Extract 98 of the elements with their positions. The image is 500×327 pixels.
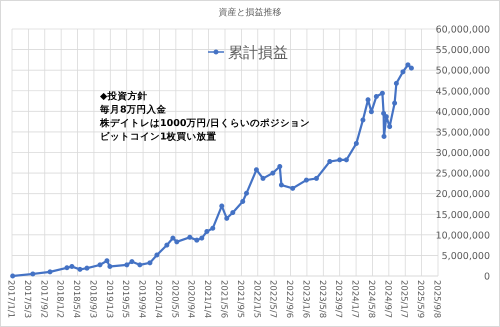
- point: [405, 62, 410, 68]
- point: [408, 66, 414, 71]
- x-tick-label: 2018/1/2: [54, 280, 65, 318]
- point: [277, 164, 282, 169]
- legend-label: 累計損益: [228, 44, 288, 62]
- x-tick-label: 2021/1/4: [202, 280, 212, 318]
- x-tick-label: 2023/1/6: [300, 280, 310, 318]
- point: [244, 190, 249, 196]
- chart-title: 資産と損益推移: [218, 7, 282, 18]
- annotation: 株デイトレは1000万円/日くらいのポジション: [99, 117, 310, 129]
- y-tick-label: 40,000,000: [436, 106, 490, 118]
- point: [164, 242, 170, 248]
- x-tick-label: 2025/1/7: [398, 280, 409, 318]
- x-tick-label: 2019/5/5: [120, 280, 130, 318]
- x-tick-label: 2017/9/2: [38, 280, 48, 318]
- x-tick-label: 2023/9/7: [333, 280, 344, 318]
- annotation: ビットコイン1枚買い放置: [100, 130, 217, 142]
- point: [210, 226, 216, 231]
- annotation: ◆投資方針: [100, 90, 148, 102]
- point: [84, 266, 90, 271]
- point: [224, 216, 230, 221]
- point: [290, 186, 296, 191]
- x-tick-label: 2020/9/4: [186, 280, 196, 318]
- point: [278, 182, 284, 188]
- point: [230, 210, 236, 216]
- y-tick-label: 30,000,000: [436, 148, 490, 159]
- x-tick-label: 2024/1/7: [350, 280, 360, 318]
- point: [270, 170, 276, 176]
- y-tick-label: 0: [484, 272, 490, 282]
- point: [174, 239, 180, 244]
- point: [240, 198, 246, 204]
- point: [394, 80, 399, 86]
- point: [154, 252, 160, 258]
- point: [254, 167, 259, 172]
- y-tick-label: 25,000,000: [436, 168, 490, 180]
- y-tick-label: 5,000,000: [442, 250, 490, 262]
- point: [344, 157, 349, 162]
- point: [30, 271, 36, 276]
- y-tick-label: 55,000,000: [436, 45, 490, 56]
- annotation: 毎月8万円入金: [99, 104, 168, 116]
- point: [381, 110, 386, 116]
- point: [366, 97, 371, 102]
- point: [400, 69, 406, 74]
- y-tick-label: 15,000,000: [436, 210, 490, 221]
- y-tick-label: 60,000,000: [436, 24, 490, 36]
- point: [187, 234, 192, 240]
- point: [104, 258, 110, 264]
- point: [380, 90, 385, 96]
- x-tick-label: 2022/5/7: [268, 280, 278, 318]
- point: [304, 178, 309, 183]
- x-tick-label: 2020/5/5: [169, 280, 180, 318]
- y-tick-label: 35,000,000: [436, 127, 490, 138]
- x-tick-label: 2018/5/4: [71, 280, 82, 318]
- point: [69, 264, 74, 270]
- x-tick-label: 2018/9/3: [87, 280, 98, 318]
- x-tick-label: 2024/5/8: [366, 280, 376, 318]
- point: [327, 159, 332, 164]
- point: [147, 260, 152, 266]
- x-tick-label: 2021/9/5: [234, 280, 245, 318]
- x-tick-label: 2023/5/8: [316, 280, 327, 318]
- point: [314, 176, 319, 181]
- x-tick-label: 2022/1/5: [251, 280, 262, 318]
- x-tick-label: 2020/1/4: [152, 280, 163, 318]
- x-tick-label: 2019/9/4: [136, 280, 147, 318]
- point: [368, 109, 374, 114]
- x-tick-label: 2017/5/3: [22, 280, 32, 318]
- point: [194, 238, 200, 243]
- point: [124, 262, 130, 268]
- point: [48, 269, 53, 274]
- point: [64, 265, 70, 270]
- x-tick-label: 2017/1/1: [6, 280, 16, 318]
- y-tick-label: 20,000,000: [436, 189, 490, 200]
- point: [387, 124, 392, 130]
- x-tick-label: 2019/1/3: [104, 280, 114, 318]
- x-tick-label: 2021/5/6: [218, 280, 228, 318]
- point: [137, 262, 142, 268]
- y-tick-label: 50,000,000: [436, 66, 490, 77]
- x-tick-label: 2025/5/9: [415, 280, 426, 318]
- point: [204, 229, 210, 234]
- point: [382, 134, 387, 139]
- point: [107, 264, 112, 270]
- point: [260, 176, 266, 181]
- point: [374, 94, 379, 100]
- point: [392, 100, 398, 106]
- point: [199, 236, 204, 241]
- point: [170, 236, 176, 241]
- point: [129, 259, 134, 264]
- x-tick-label: 2025/9/8: [432, 280, 442, 318]
- y-tick-label: 45,000,000: [436, 86, 490, 98]
- x-tick-label: 2022/9/6: [284, 280, 294, 318]
- point: [354, 140, 359, 146]
- point: [360, 117, 366, 122]
- point: [77, 266, 82, 272]
- y-tick-label: 10,000,000: [436, 230, 490, 242]
- point: [10, 274, 16, 278]
- point: [337, 157, 342, 162]
- point: [97, 262, 102, 268]
- x-tick-label: 2024/9/7: [382, 280, 392, 318]
